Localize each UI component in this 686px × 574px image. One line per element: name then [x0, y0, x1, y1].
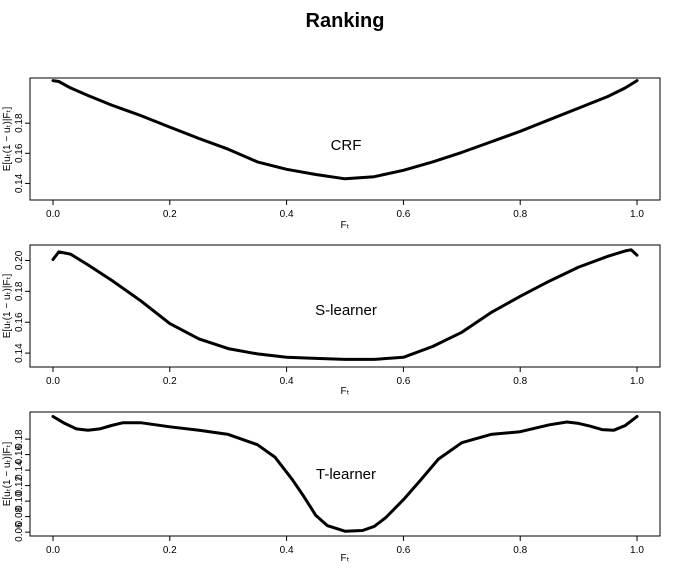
x-tick-label: 0.2 [163, 376, 177, 387]
x-tick-label: 0.6 [396, 209, 410, 220]
x-tick-label: 0.4 [280, 376, 294, 387]
x-axis-label: Fₜ [340, 553, 349, 564]
y-tick-label: 0.18 [14, 113, 25, 133]
series-line [51, 415, 639, 533]
y-tick-label: 0.08 [14, 506, 25, 526]
y-tick-label: 0.16 [14, 312, 25, 332]
x-tick-label: 0.0 [46, 376, 60, 387]
y-tick-label: 0.12 [14, 475, 25, 495]
panel-1: 0.0 0.2 0.4 0.6 0.8 1.0 0.14 0.16 0.18 Fₜ E[uₜ(1 −… [2, 77, 661, 231]
panel-annotation: T-learner [316, 466, 376, 483]
x-tick-label: 1.0 [630, 376, 644, 387]
x-tick-label: 0.4 [280, 209, 294, 220]
series-line [51, 79, 639, 181]
plot-frame [29, 244, 661, 368]
x-tick-label: 0.8 [513, 209, 527, 220]
y-tick-label: 0.20 [14, 250, 25, 270]
y-tick-label: 0.18 [14, 429, 25, 449]
x-tick-label: 0.2 [163, 545, 177, 556]
x-axis-label: Fₜ [340, 386, 349, 397]
x-tick-label: 0.6 [396, 376, 410, 387]
y-tick-label: 0.14 [14, 460, 25, 480]
x-tick-label: 1.0 [630, 545, 644, 556]
panel-3: 0.0 0.2 0.4 0.6 0.8 1.00.060.080.100.120.140.… [2, 411, 661, 564]
y-tick-label: 0.16 [14, 444, 25, 464]
x-tick-label: 0.6 [396, 545, 410, 556]
y-tick-label: 0.14 [14, 343, 25, 363]
panel-annotation: CRF [331, 137, 362, 154]
panel-2: 0.0 0.2 0.4 0.6 0.8 1.0 0.14 0.16 0.18 0.20 Fₜ E[uₜ… [2, 244, 661, 397]
x-tick-label: 0.8 [513, 376, 527, 387]
x-tick-label: 0.4 [280, 545, 294, 556]
x-axis-label: Fₜ [340, 220, 349, 231]
y-tick-label: 0.06 [14, 522, 25, 542]
series-line [51, 248, 639, 361]
y-axis-label: E[uₜ(1 − uₜ)|Fₜ] [2, 107, 13, 172]
x-tick-label: 0.0 [46, 545, 60, 556]
plot-frame [29, 411, 661, 537]
plot-frame [29, 77, 661, 201]
y-tick-label: 0.14 [14, 173, 25, 193]
y-tick-label: 0.16 [14, 143, 25, 163]
x-tick-label: 0.2 [163, 209, 177, 220]
panel-annotation: S-learner [315, 302, 377, 319]
figure-title: Ranking [306, 10, 385, 32]
y-tick-label: 0.10 [14, 491, 25, 511]
y-tick-label: 0.18 [14, 281, 25, 301]
y-axis-label: E[uₜ(1 − uₜ)|Fₜ] [2, 274, 13, 339]
x-tick-label: 1.0 [630, 209, 644, 220]
x-tick-label: 0.8 [513, 545, 527, 556]
y-axis-label: E[uₜ(1 − uₜ)|Fₜ] [2, 442, 13, 507]
x-tick-label: 0.0 [46, 209, 60, 220]
